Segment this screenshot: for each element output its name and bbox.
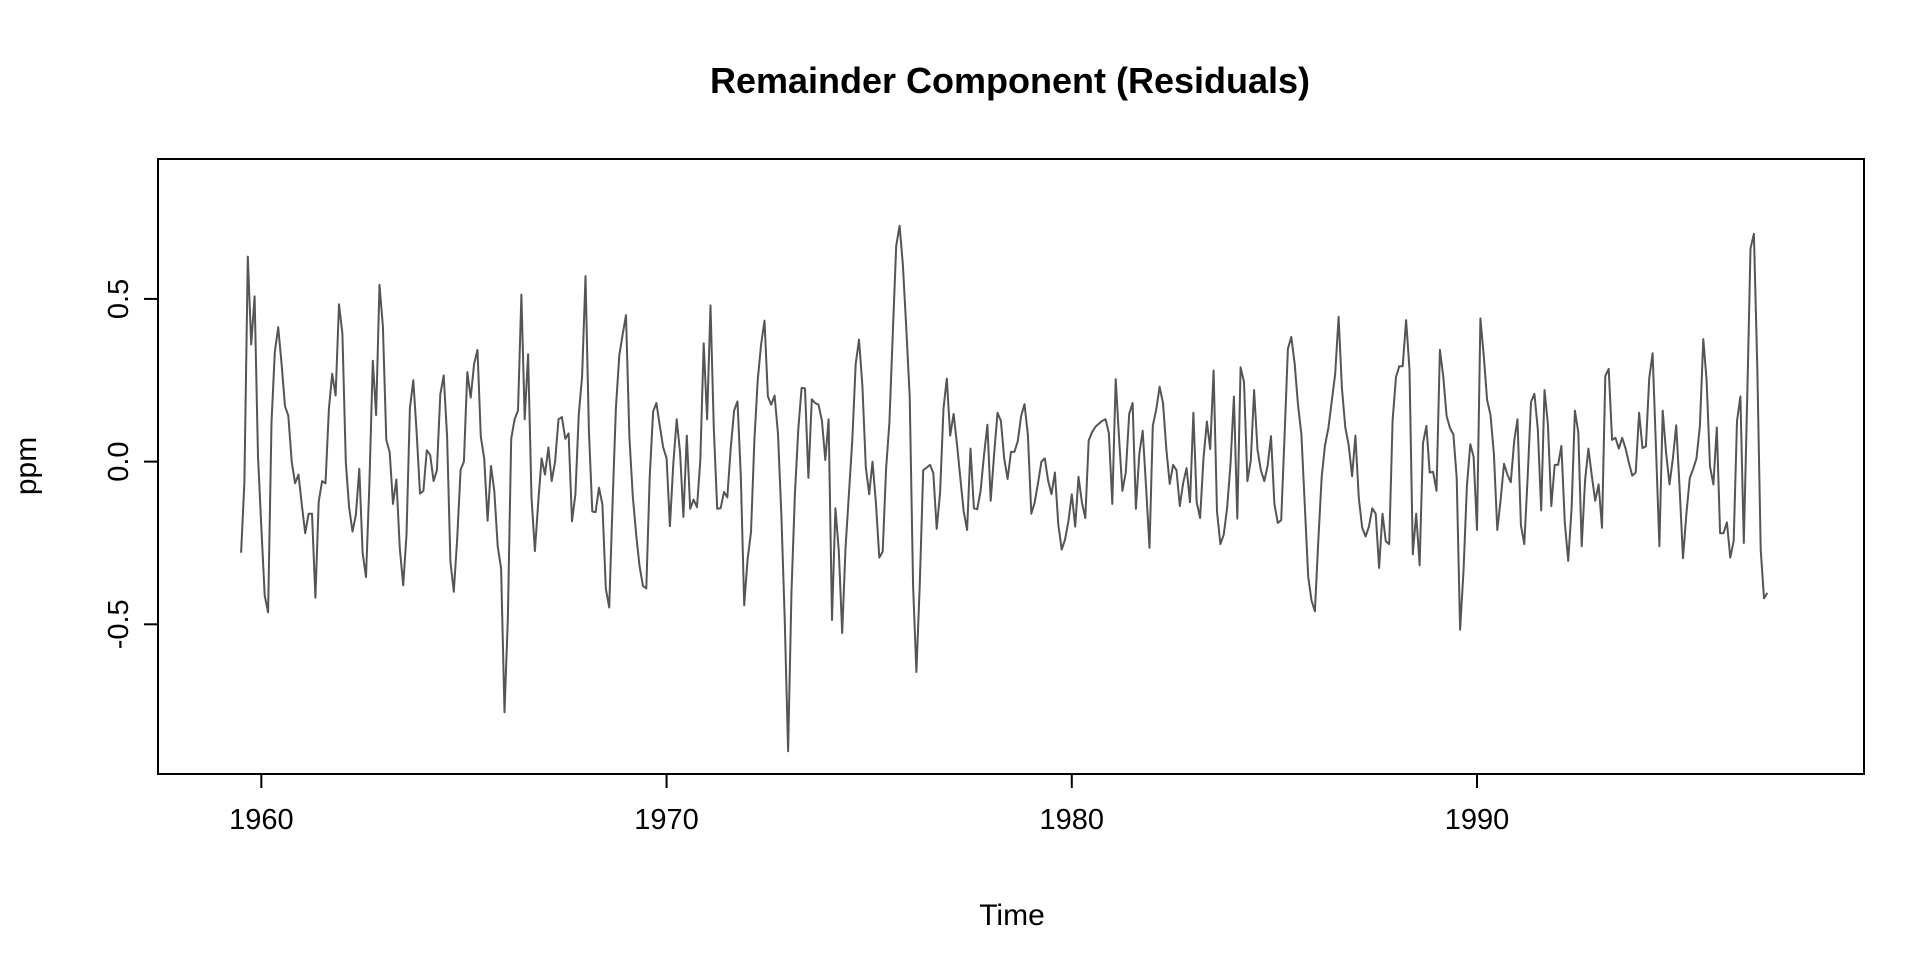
y-axis: -0.5 0.0 0.5: [103, 279, 158, 649]
x-axis: 1960 1970 1980 1990: [229, 774, 1509, 836]
y-axis-label: ppm: [10, 437, 43, 495]
y-tick-label: 0.0: [103, 441, 135, 481]
x-tick-label: 1980: [1040, 804, 1105, 836]
y-tick-label: -0.5: [103, 599, 135, 649]
chart-title: Remainder Component (Residuals): [710, 60, 1310, 101]
x-tick-label: 1970: [634, 804, 699, 836]
x-tick-label: 1960: [229, 804, 294, 836]
residuals-series-line: [240, 224, 1769, 753]
y-tick-label: 0.5: [103, 279, 135, 319]
x-tick-label: 1990: [1445, 804, 1510, 836]
x-axis-label: Time: [979, 899, 1045, 932]
plot-frame: [157, 158, 1865, 775]
